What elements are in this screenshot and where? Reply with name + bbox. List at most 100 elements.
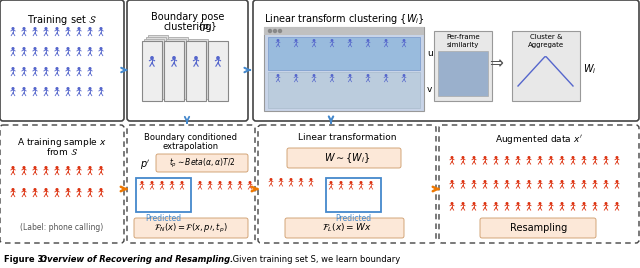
Circle shape: [77, 87, 81, 90]
Circle shape: [527, 156, 531, 159]
Text: $W_i$: $W_i$: [583, 62, 596, 76]
Circle shape: [506, 202, 509, 205]
Circle shape: [150, 56, 154, 60]
Circle shape: [561, 180, 563, 183]
Circle shape: [22, 188, 26, 191]
Circle shape: [616, 180, 618, 183]
Bar: [264, 27, 424, 111]
FancyBboxPatch shape: [287, 148, 401, 168]
Bar: [512, 31, 580, 101]
Circle shape: [67, 67, 70, 70]
Bar: [168, 37, 188, 97]
Circle shape: [12, 67, 15, 70]
Text: u: u: [427, 49, 433, 58]
Circle shape: [472, 156, 476, 159]
Circle shape: [300, 178, 303, 181]
Text: Linear transformation: Linear transformation: [298, 133, 396, 142]
Circle shape: [550, 156, 552, 159]
Bar: [166, 39, 186, 99]
Circle shape: [616, 202, 618, 205]
Circle shape: [12, 188, 15, 191]
Circle shape: [310, 178, 312, 181]
Circle shape: [77, 188, 81, 191]
Circle shape: [550, 202, 552, 205]
Circle shape: [56, 67, 59, 70]
Circle shape: [99, 47, 102, 50]
Circle shape: [56, 87, 59, 90]
Text: (Label: phone calling): (Label: phone calling): [20, 223, 104, 232]
Text: Figure 3:: Figure 3:: [4, 255, 49, 264]
Circle shape: [538, 180, 541, 183]
FancyBboxPatch shape: [0, 125, 124, 243]
Text: $W\sim\{W_i\}$: $W\sim\{W_i\}$: [324, 151, 371, 165]
Circle shape: [572, 156, 575, 159]
Circle shape: [33, 67, 36, 70]
Circle shape: [349, 74, 351, 77]
Circle shape: [194, 56, 198, 60]
Bar: [434, 31, 492, 101]
FancyBboxPatch shape: [0, 0, 124, 121]
Circle shape: [331, 39, 333, 42]
Circle shape: [44, 87, 47, 90]
FancyBboxPatch shape: [127, 0, 248, 121]
Circle shape: [99, 188, 102, 191]
Circle shape: [99, 27, 102, 30]
Circle shape: [289, 178, 292, 181]
Circle shape: [77, 47, 81, 50]
Bar: [142, 41, 162, 101]
Circle shape: [451, 202, 454, 205]
Text: $p'$: $p'$: [140, 158, 150, 172]
Circle shape: [228, 181, 232, 184]
Text: A training sample $x$: A training sample $x$: [17, 136, 107, 149]
Bar: [186, 41, 206, 101]
Circle shape: [451, 156, 454, 159]
Circle shape: [461, 180, 465, 183]
Circle shape: [451, 180, 454, 183]
Circle shape: [276, 74, 280, 77]
FancyBboxPatch shape: [258, 125, 436, 243]
Circle shape: [593, 156, 596, 159]
Bar: [164, 41, 184, 101]
Circle shape: [516, 202, 520, 205]
Circle shape: [367, 74, 369, 77]
Circle shape: [12, 27, 15, 30]
FancyBboxPatch shape: [439, 125, 639, 243]
Circle shape: [141, 181, 143, 184]
Circle shape: [472, 180, 476, 183]
Text: Augmented data $x'$: Augmented data $x'$: [495, 133, 583, 146]
Circle shape: [312, 74, 316, 77]
Bar: [438, 51, 488, 96]
Text: extrapolation: extrapolation: [163, 142, 219, 151]
Circle shape: [56, 27, 59, 30]
Circle shape: [349, 39, 351, 42]
Circle shape: [218, 181, 221, 184]
Circle shape: [461, 202, 465, 205]
Circle shape: [216, 56, 220, 60]
Circle shape: [572, 180, 575, 183]
Circle shape: [44, 166, 47, 169]
Circle shape: [483, 156, 486, 159]
Bar: [208, 41, 228, 101]
Circle shape: [506, 180, 509, 183]
Circle shape: [22, 47, 26, 50]
Circle shape: [360, 181, 362, 184]
Text: Given training set S, we learn boundary: Given training set S, we learn boundary: [230, 255, 400, 264]
Circle shape: [161, 181, 163, 184]
Circle shape: [472, 202, 476, 205]
Circle shape: [12, 87, 15, 90]
Circle shape: [88, 27, 92, 30]
Circle shape: [180, 181, 184, 184]
Circle shape: [538, 202, 541, 205]
Circle shape: [276, 39, 280, 42]
Bar: [188, 39, 208, 99]
Text: $\{p_i\}$: $\{p_i\}$: [198, 20, 218, 33]
Circle shape: [22, 67, 26, 70]
Circle shape: [99, 87, 102, 90]
Circle shape: [527, 180, 531, 183]
Circle shape: [516, 180, 520, 183]
Text: similarity: similarity: [447, 42, 479, 48]
Circle shape: [269, 178, 273, 181]
Circle shape: [67, 188, 70, 191]
Circle shape: [150, 181, 154, 184]
Circle shape: [88, 67, 92, 70]
